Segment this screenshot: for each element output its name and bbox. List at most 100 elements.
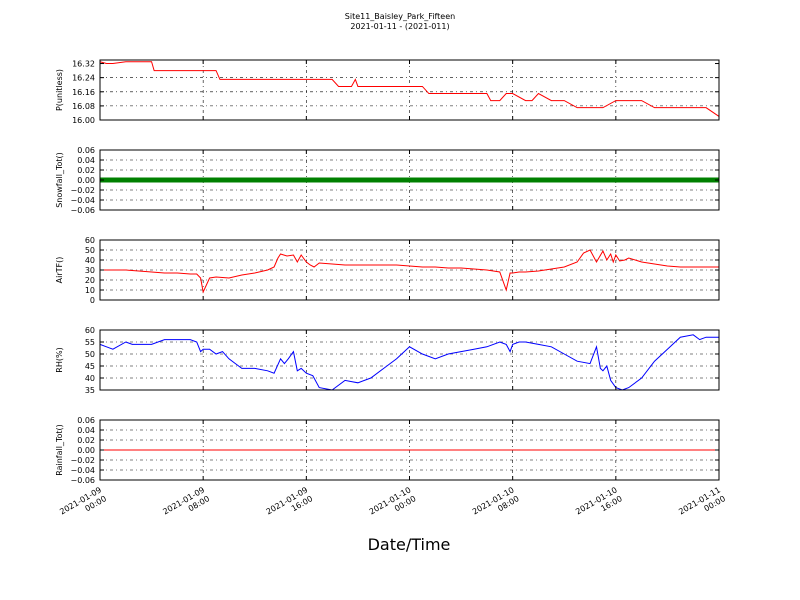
snowfall-marker	[241, 177, 245, 183]
snowfall-marker	[431, 177, 435, 183]
snowfall-marker	[635, 177, 639, 183]
snowfall-marker	[519, 177, 523, 183]
snowfall-marker	[391, 177, 395, 183]
snowfall-marker	[349, 177, 353, 183]
snowfall-marker	[577, 177, 581, 183]
snowfall-marker	[103, 177, 107, 183]
snowfall-marker	[413, 177, 417, 183]
snowfall-marker	[341, 177, 345, 183]
panel-5: −0.06−0.04−0.020.000.020.040.06 Rainfall_…	[55, 416, 720, 485]
snowfall-marker	[537, 177, 541, 183]
snowfall-marker	[643, 177, 647, 183]
snowfall-marker	[439, 177, 443, 183]
snowfall-marker	[491, 177, 495, 183]
y-axis-label: P(unitless)	[55, 69, 64, 111]
snowfall-marker	[631, 177, 635, 183]
snowfall-marker	[409, 177, 413, 183]
snowfall-marker	[671, 177, 675, 183]
snowfall-marker	[373, 177, 377, 183]
snowfall-marker	[215, 177, 219, 183]
snowfall-marker	[503, 177, 507, 183]
y-tick-label: 0.06	[77, 146, 95, 155]
snowfall-marker	[133, 177, 137, 183]
snowfall-marker	[677, 177, 681, 183]
snowfall-marker	[705, 177, 709, 183]
snowfall-marker	[627, 177, 631, 183]
snowfall-marker	[411, 177, 415, 183]
snowfall-marker	[315, 177, 319, 183]
y-tick-label: 16.24	[72, 74, 95, 83]
y-axis-label: Rainfall_Tot()	[55, 424, 64, 476]
snowfall-marker	[185, 177, 189, 183]
y-tick-label: −0.06	[70, 206, 95, 215]
snowfall-marker	[289, 177, 293, 183]
snowfall-marker	[239, 177, 243, 183]
y-tick-label: 0.02	[77, 436, 95, 445]
snowfall-marker	[303, 177, 307, 183]
snowfall-marker	[571, 177, 575, 183]
snowfall-marker	[657, 177, 661, 183]
snowfall-marker	[271, 177, 275, 183]
snowfall-marker	[359, 177, 363, 183]
y-tick-label: 16.16	[72, 88, 95, 97]
snowfall-marker	[137, 177, 141, 183]
snowfall-marker	[515, 177, 519, 183]
snowfall-marker	[293, 177, 297, 183]
snowfall-marker	[525, 177, 529, 183]
snowfall-marker	[531, 177, 535, 183]
snowfall-marker	[337, 177, 341, 183]
snowfall-marker	[467, 177, 471, 183]
snowfall-marker	[455, 177, 459, 183]
snowfall-marker	[143, 177, 147, 183]
snowfall-marker	[479, 177, 483, 183]
y-tick-label: 60	[85, 236, 95, 245]
snowfall-marker	[205, 177, 209, 183]
snowfall-marker	[307, 177, 311, 183]
snowfall-marker	[641, 177, 645, 183]
snowfall-marker	[629, 177, 633, 183]
snowfall-marker	[285, 177, 289, 183]
snowfall-marker	[457, 177, 461, 183]
y-tick-label: 0.04	[77, 156, 95, 165]
y-tick-label: 0.00	[77, 446, 95, 455]
snowfall-marker	[329, 177, 333, 183]
snowfall-marker	[347, 177, 351, 183]
snowfall-marker	[273, 177, 277, 183]
snowfall-marker	[331, 177, 335, 183]
snowfall-marker	[165, 177, 169, 183]
y-tick-label: 45	[85, 362, 95, 371]
snowfall-marker	[207, 177, 211, 183]
snowfall-marker	[509, 177, 513, 183]
snowfall-marker	[475, 177, 479, 183]
snowfall-marker	[633, 177, 637, 183]
snowfall-marker	[513, 177, 517, 183]
snowfall-marker	[377, 177, 381, 183]
snowfall-marker	[709, 177, 713, 183]
snowfall-marker	[425, 177, 429, 183]
snowfall-marker	[357, 177, 361, 183]
snowfall-marker	[139, 177, 143, 183]
snowfall-marker	[701, 177, 705, 183]
snowfall-marker	[247, 177, 251, 183]
snowfall-marker	[235, 177, 239, 183]
snowfall-marker	[659, 177, 663, 183]
snowfall-marker	[195, 177, 199, 183]
snowfall-marker	[403, 177, 407, 183]
snowfall-marker	[579, 177, 583, 183]
snowfall-marker	[585, 177, 589, 183]
snowfall-marker	[367, 177, 371, 183]
snowfall-marker	[407, 177, 411, 183]
snowfall-marker	[221, 177, 225, 183]
snowfall-marker	[333, 177, 337, 183]
snowfall-marker	[299, 177, 303, 183]
snowfall-marker	[277, 177, 281, 183]
snowfall-marker	[711, 177, 715, 183]
snowfall-marker	[501, 177, 505, 183]
snowfall-marker	[517, 177, 521, 183]
snowfall-marker	[135, 177, 139, 183]
snowfall-marker	[375, 177, 379, 183]
snowfall-marker	[535, 177, 539, 183]
snowfall-marker	[647, 177, 651, 183]
